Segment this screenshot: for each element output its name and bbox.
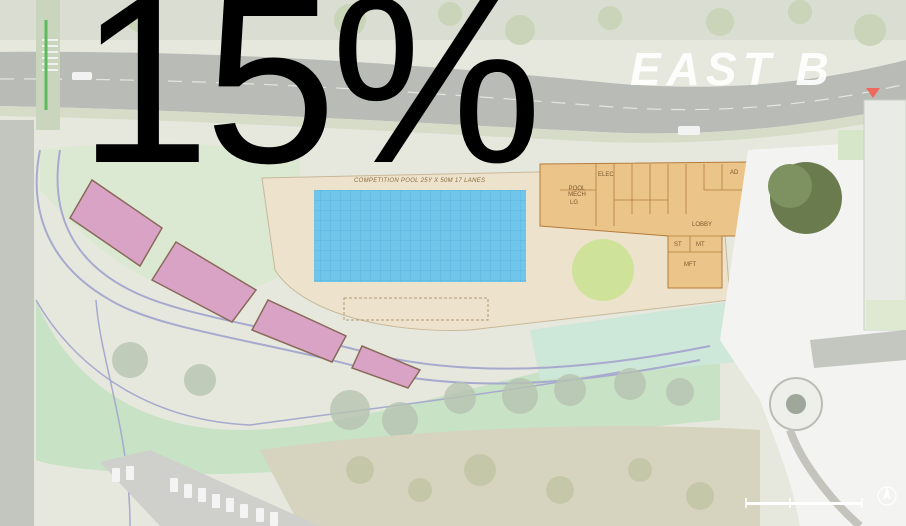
path-edge (35, 299, 251, 426)
room-lg: LG (570, 200, 579, 206)
car (72, 72, 92, 80)
room-ad: AD (730, 170, 739, 176)
east-building (863, 99, 906, 331)
lawn-west (40, 143, 300, 294)
side-road (0, 120, 34, 526)
tree-canopy-north (126, 0, 886, 46)
north-arrow-icon (877, 486, 897, 506)
building-rooms (560, 164, 748, 253)
street-label: EAST B (630, 43, 835, 95)
spectator-area (343, 297, 489, 321)
lawn-east (530, 300, 760, 380)
pool-caption: COMPETITION POOL 25y x 50m 17 LANES (354, 178, 486, 184)
hillside-shrubs (346, 454, 714, 510)
parking-islands (69, 178, 422, 389)
room-elec: ELEC (598, 172, 614, 178)
hillside-south (260, 426, 760, 526)
hillside-trees (112, 342, 694, 438)
main-road (0, 51, 906, 134)
road-centerline (0, 78, 906, 111)
room-mft: MFT (684, 262, 697, 268)
pool-lanes (314, 190, 526, 282)
room-mt: MT (696, 242, 705, 248)
parked-cars (112, 466, 278, 526)
room-pool-mech: POOL MECH (568, 186, 586, 198)
entry-marker-north (866, 88, 880, 98)
percent-overlay: 15% (78, 0, 542, 213)
exit-path (786, 428, 863, 526)
room-st: ST (674, 242, 682, 248)
large-tree-highlight (768, 164, 812, 208)
car (678, 126, 700, 135)
south-parking-lot (100, 450, 320, 526)
east-plaza (720, 140, 906, 526)
east-lawn-south (866, 300, 906, 330)
room-lobby: LOBBY (692, 222, 713, 228)
roundabout-center (786, 394, 806, 414)
east-driveway (810, 330, 906, 368)
scale-bar (745, 498, 863, 508)
lawn-circle (572, 239, 634, 301)
